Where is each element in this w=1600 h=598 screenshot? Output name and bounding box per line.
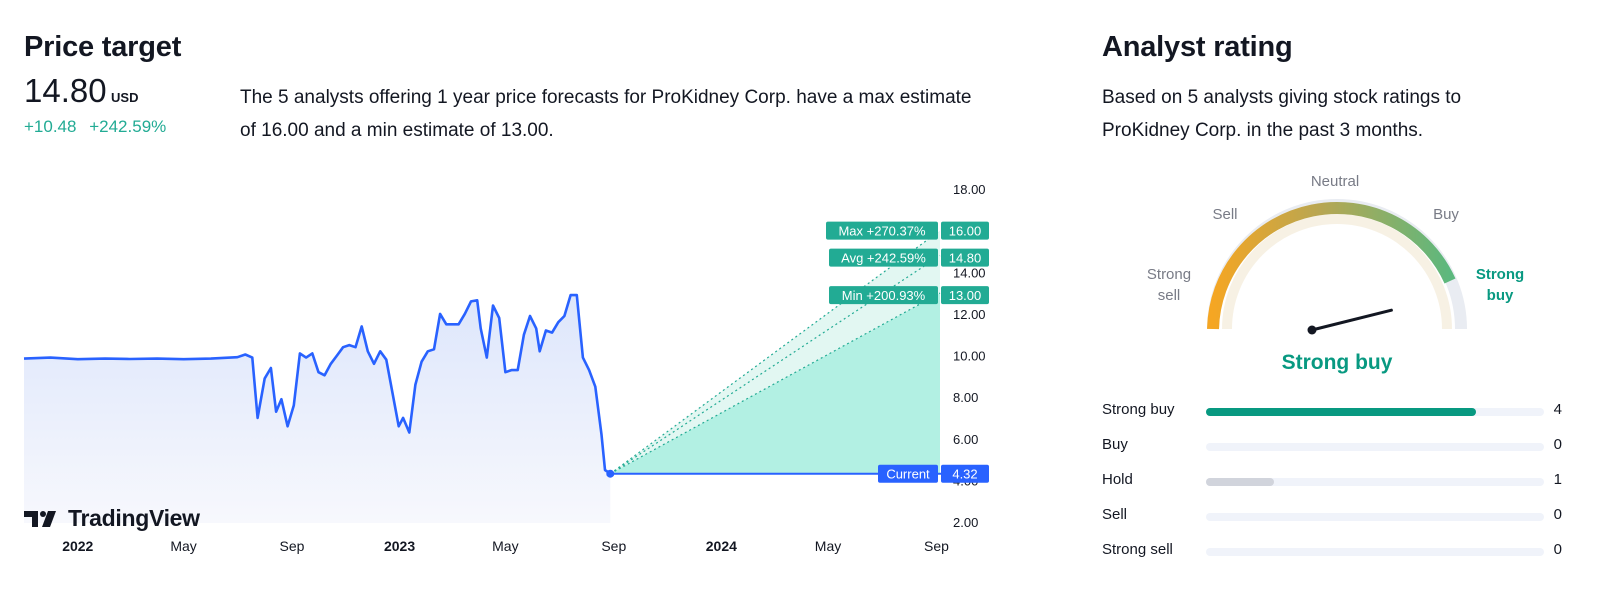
rating-label: Strong sell [1102,541,1173,558]
rating-bar-track [1206,513,1544,521]
avg-tag-label-bg [829,248,938,267]
y-tick-label: 6.00 [953,432,978,447]
x-tick-label: 2023 [384,538,415,554]
max-tag-value: 16.00 [949,224,982,239]
rating-count: 4 [1553,401,1562,418]
rating-bar-track [1206,408,1544,416]
y-tick-label: 10.00 [953,349,986,364]
gauge-arc [1207,202,1456,330]
rating-count: 0 [1553,541,1562,558]
history-area-group [24,295,611,523]
rating-count: 0 [1553,506,1562,523]
x-tick-label: 2022 [62,538,93,554]
tradingview-logo-icon [24,510,56,527]
min-tag-label-bg [829,286,938,305]
y-tick-label: 2.00 [953,515,978,530]
rating-row: Sell 0 [1102,506,1562,526]
gauge-label-strong-buy-2: buy [1487,287,1514,304]
rating-bar-track [1206,478,1544,486]
history-line [23,293,612,475]
current-tag-value: 4.32 [952,467,977,482]
avg-tag-value-bg [941,248,989,267]
min-tag-label: Min +200.93% [842,288,926,303]
rating-count: 1 [1553,471,1562,488]
gauge-label-sell: Sell [1212,206,1237,223]
max-tag-label: Max +270.37% [838,224,926,239]
forecast-avg-line [609,255,941,475]
rating-bar-fill [1206,478,1274,486]
x-tick-label: Sep [280,538,305,554]
rating-bar-fill [1206,408,1477,416]
price-change-group: +10.48 +242.59% [24,117,166,137]
gauge-label-strong-sell-2: sell [1158,287,1181,304]
currency-label: USD [111,90,139,105]
forecast-group [606,230,988,478]
history-line-group [23,293,612,475]
gauge-label-buy: Buy [1433,206,1459,223]
x-tick-label: 2024 [706,538,737,554]
rating-row: Strong buy 4 [1102,401,1562,421]
history-area [24,295,611,523]
x-axis: 2022 May Sep 2023 May Sep 2024 May Sep [62,538,949,554]
current-tag-label: Current [886,467,930,482]
rating-row: Hold 1 [1102,471,1562,491]
gauge-inner-band [1222,214,1452,330]
min-tag-value: 13.00 [949,288,982,303]
gauge-verdict: Strong buy [1282,351,1393,374]
min-tag-value-bg [941,286,989,305]
min-tag: Min +200.93% 13.00 [829,286,989,305]
rating-label: Sell [1102,506,1128,523]
rating-row: Strong sell 0 [1102,541,1562,561]
rating-bar-track [1206,548,1544,556]
rating-gauge: Strong sell Sell Neutral Buy Strong buy … [1147,173,1524,374]
y-tick-label: 18.00 [953,182,986,197]
rating-label: Buy [1102,436,1128,453]
rating-count: 0 [1553,436,1562,453]
needle-line [1310,308,1393,332]
x-tick-label: Sep [924,538,949,554]
max-tag: Max +270.37% 16.00 [826,221,989,240]
gauge-label-neutral: Neutral [1311,173,1359,190]
y-tick-label: 12.00 [953,307,986,322]
y-tick-label: 8.00 [953,390,978,405]
avg-tag-label: Avg +242.59% [841,251,926,266]
x-tick-label: May [170,538,196,554]
max-tag-value-bg [941,221,989,240]
price-change-pct: +242.59% [89,117,167,136]
rating-bar-track [1206,443,1544,451]
analyst-rating-description: Based on 5 analysts giving stock ratings… [1102,87,1462,141]
avg-tag: Avg +242.59% 14.80 [829,248,989,267]
y-tick-label: 14.00 [953,265,986,280]
forecast-max-line [609,230,941,475]
x-tick-label: May [492,538,518,554]
x-tick-label: Sep [601,538,626,554]
avg-tag-value: 14.80 [949,251,982,266]
current-tag-value-bg [941,464,989,483]
tradingview-wordmark: TradingView [68,505,200,531]
tradingview-branding[interactable]: TradingView [24,505,200,532]
current-tag: Current 4.32 [878,464,989,483]
forecast-tags: Max +270.37% 16.00 Avg +242.59% 14.80 Min +2… [826,221,989,483]
analyst-rating-title: Analyst rating [1102,31,1293,63]
rating-row: Buy 0 [1102,436,1562,456]
gauge-label-strong-buy-1: Strong [1476,266,1524,283]
gauge-label-strong-sell-1: Strong [1147,266,1191,283]
rating-label: Hold [1102,471,1133,488]
price-change-abs: +10.48 [24,117,77,136]
price-target-title: Price target [24,31,182,63]
gauge-needle [1307,308,1393,335]
price-target-value-group: 14.80 USD [24,72,139,110]
current-tag-label-bg [878,464,938,483]
price-target-description: The 5 analysts offering 1 year price for… [240,87,972,141]
x-tick-label: May [815,538,841,554]
rating-label: Strong buy [1102,401,1175,418]
max-tag-label-bg [826,221,938,240]
price-target-value: 14.80 [24,72,107,109]
needle-hub [1307,325,1317,335]
